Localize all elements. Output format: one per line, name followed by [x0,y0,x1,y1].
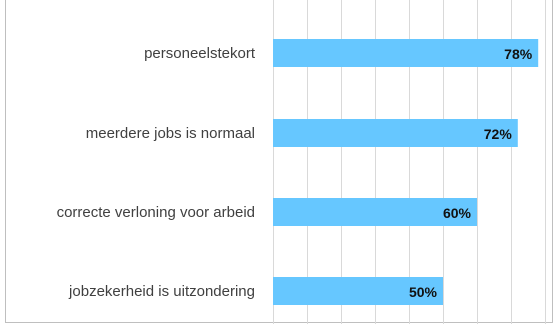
bars [273,39,539,305]
category-label: jobzekerheid is uitzondering [68,283,255,300]
bar-3 [273,277,443,305]
value-label: 50% [409,284,438,300]
category-label: meerdere jobs is normaal [86,125,255,142]
value-label: 72% [484,126,513,142]
value-labels: 78% 72% 60% 50% [409,46,533,300]
value-label: 60% [443,205,472,221]
category-label: correcte verloning voor arbeid [57,204,255,221]
bar-chart: personeelstekort meerdere jobs is normaal… [57,0,546,324]
category-label: personeelstekort [144,45,256,62]
chart-frame: personeelstekort meerdere jobs is normaal… [5,0,553,324]
category-labels: personeelstekort meerdere jobs is normaal… [57,45,256,300]
value-label: 78% [504,46,533,62]
bar-2 [273,198,477,226]
bar-0 [273,39,539,67]
bar-1 [273,119,518,147]
